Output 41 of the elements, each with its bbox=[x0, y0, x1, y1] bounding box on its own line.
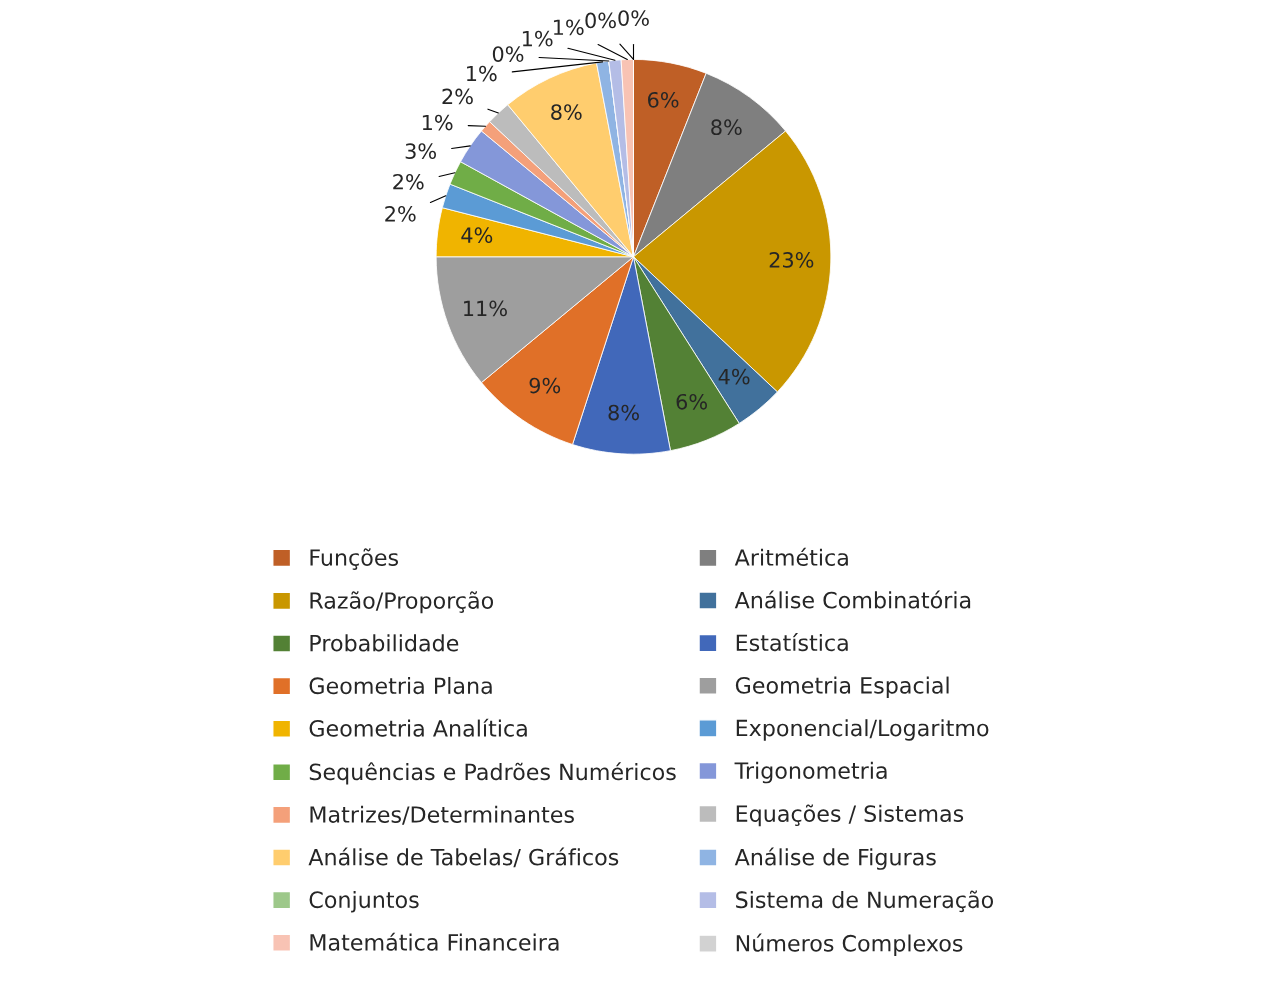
legend-label: Aritmética bbox=[734, 547, 848, 566]
legend-label: Análise de Tabelas/ Gráficos bbox=[308, 847, 619, 868]
data-label: 8% bbox=[711, 119, 742, 136]
data-label: 4% bbox=[461, 227, 493, 244]
data-label: 3% bbox=[405, 143, 436, 159]
data-label: 4% bbox=[718, 368, 750, 385]
text: 0% bbox=[585, 12, 616, 29]
legend-label: Probabilidade bbox=[310, 634, 459, 652]
legend-label: Estatística bbox=[736, 633, 848, 652]
data-label: 9% bbox=[529, 377, 561, 394]
data-label: 2% bbox=[442, 88, 473, 105]
data-label: 1% bbox=[522, 30, 553, 47]
legend-label: Geometria Plana bbox=[309, 676, 492, 695]
legend-label: Funções bbox=[310, 548, 399, 570]
data-label: 6% bbox=[648, 91, 679, 108]
data-label: 2% bbox=[393, 173, 424, 190]
text: 0% bbox=[618, 10, 649, 26]
legend-label: Trigonometria bbox=[734, 761, 887, 784]
legend-label: Matrizes/Determinantes bbox=[310, 805, 574, 825]
data-label: 23% bbox=[769, 252, 814, 268]
data-label: 6% bbox=[676, 393, 707, 410]
legend-label: Sistema de Numeração bbox=[736, 890, 994, 913]
legend-label: Equações / Sistemas bbox=[736, 804, 964, 827]
legend-label: Geometria Espacial bbox=[735, 676, 949, 699]
data-label: 1% bbox=[422, 114, 453, 131]
data-label: 11% bbox=[464, 300, 507, 317]
data-label: 1% bbox=[553, 19, 584, 36]
legend-label: Sequências e Padrões Numéricos bbox=[309, 762, 676, 785]
legend-label: Conjuntos bbox=[309, 890, 419, 913]
legend-label: Análise Combinatória bbox=[734, 590, 971, 609]
legend-label: Geometria Analítica bbox=[309, 718, 527, 737]
data-label: 8% bbox=[551, 104, 582, 120]
legend-label: Números Complexos bbox=[736, 933, 963, 956]
legend-label: Exponencial/Logaritmo bbox=[736, 719, 989, 741]
data-label: 1% bbox=[467, 65, 497, 82]
data-label: 8% bbox=[608, 404, 639, 421]
legend-label: Razão/Proporção bbox=[310, 591, 494, 614]
legend-label: Análise de Figuras bbox=[734, 847, 936, 870]
data-label: 2% bbox=[385, 205, 416, 222]
legend-label: Matemática Financeira bbox=[310, 932, 559, 951]
text: 0% bbox=[492, 46, 524, 62]
